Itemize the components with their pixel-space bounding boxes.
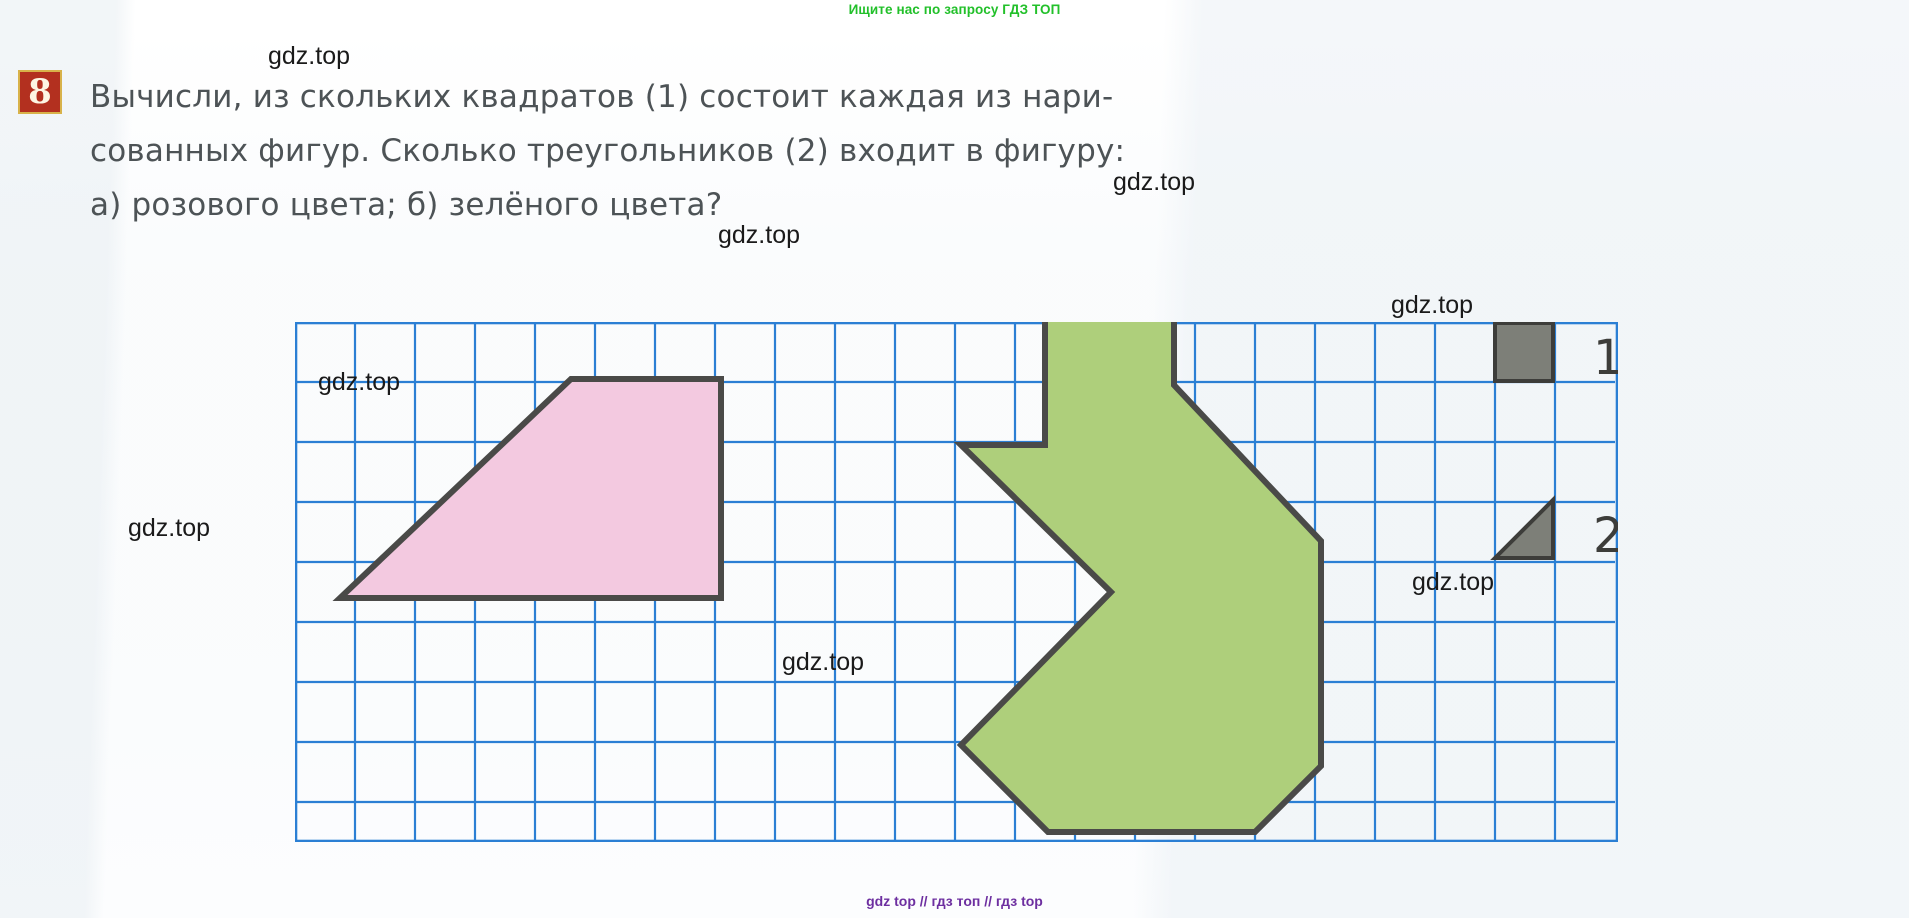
legend-square-swatch (1493, 322, 1555, 383)
grid-lines (295, 322, 1615, 842)
grid-border (295, 322, 1618, 842)
bottom-promo-banner: gdz top // гдз топ // гдз top (866, 893, 1043, 909)
task-line-2: сованных фигур. Сколько треугольников (2… (90, 133, 1126, 169)
task-line-3: а) розового цвета; б) зелёного цвета? (90, 187, 723, 223)
watermark-text: gdz.top (128, 514, 211, 542)
figure-grid-panel: 1 2 (295, 322, 1618, 842)
legend-label-1: 1 (1593, 330, 1618, 386)
legend-label-2: 2 (1593, 508, 1618, 564)
watermark-text: gdz.top (268, 42, 351, 70)
watermark-text: gdz.top (1391, 291, 1474, 319)
pink-trapezoid-figure (332, 376, 724, 601)
task-statement: Вычисли, из скольких квадратов (1) состо… (90, 70, 1580, 232)
task-line-1: Вычисли, из скольких квадратов (1) состо… (90, 79, 1114, 115)
legend-triangle-swatch (1490, 495, 1555, 560)
top-promo-banner: Ищите нас по запросу ГДЗ ТОП (848, 2, 1061, 17)
exercise-number-badge: 8 (18, 70, 62, 114)
green-polygon-figure (953, 322, 1324, 835)
